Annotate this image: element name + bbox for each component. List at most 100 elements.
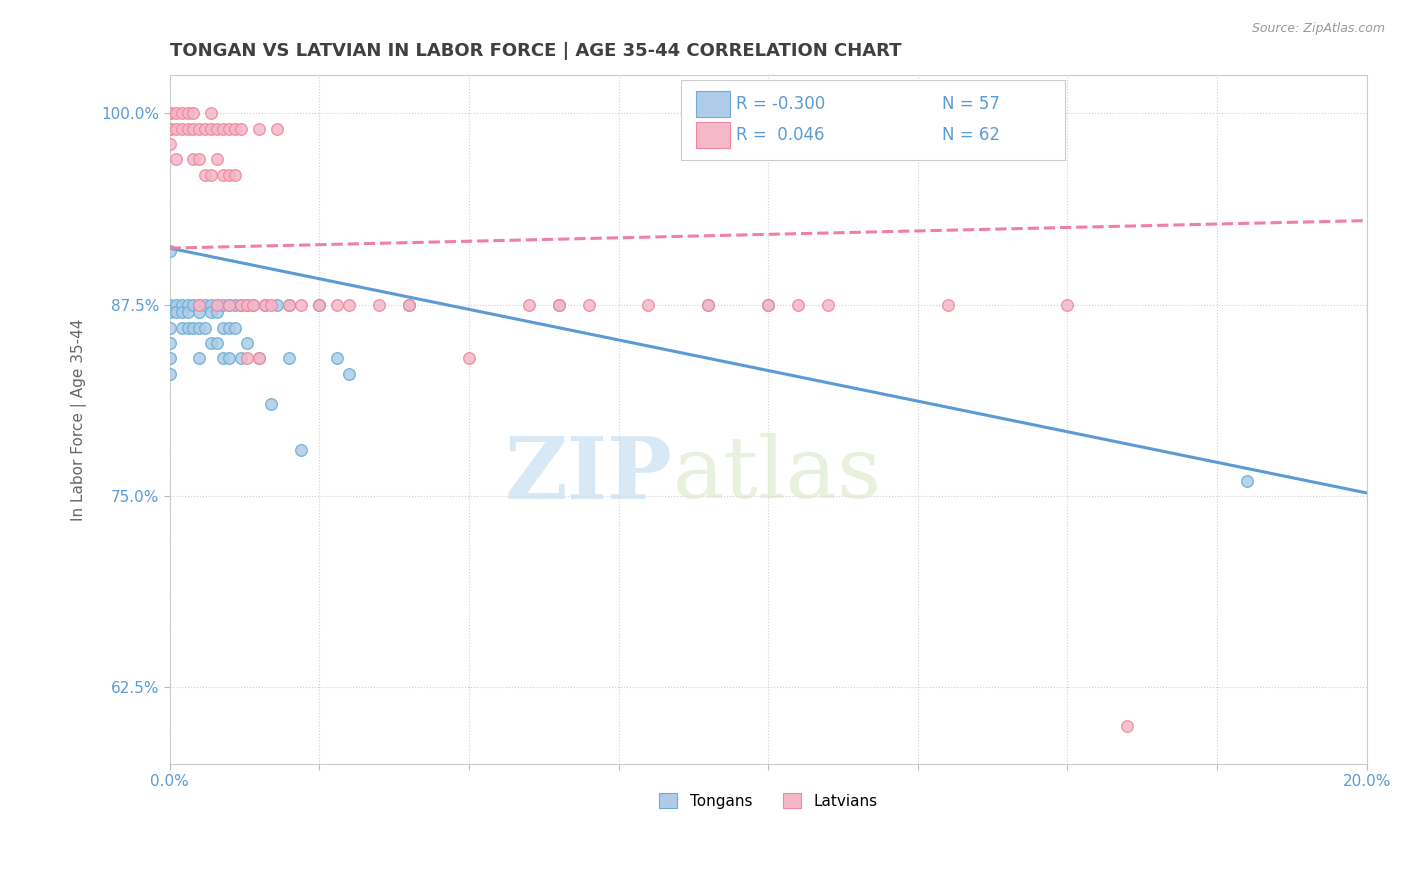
Point bbox=[637, 298, 659, 312]
Point bbox=[188, 305, 211, 319]
Point bbox=[218, 351, 240, 366]
Point bbox=[278, 298, 301, 312]
Point bbox=[231, 351, 253, 366]
Point bbox=[697, 298, 720, 312]
Point bbox=[578, 298, 600, 312]
Point bbox=[165, 153, 187, 167]
Point bbox=[231, 298, 253, 312]
Point bbox=[183, 153, 205, 167]
Point bbox=[247, 351, 270, 366]
Text: N = 62: N = 62 bbox=[942, 126, 1000, 145]
Point bbox=[936, 298, 959, 312]
Point bbox=[278, 351, 301, 366]
Point bbox=[188, 298, 211, 312]
Point bbox=[170, 106, 193, 120]
Point bbox=[218, 168, 240, 182]
Point bbox=[242, 298, 264, 312]
Text: Source: ZipAtlas.com: Source: ZipAtlas.com bbox=[1251, 22, 1385, 36]
Point bbox=[308, 298, 330, 312]
Point bbox=[170, 305, 193, 319]
Point bbox=[247, 351, 270, 366]
Point bbox=[188, 153, 211, 167]
Point bbox=[218, 298, 240, 312]
Point bbox=[326, 298, 349, 312]
Point bbox=[159, 244, 181, 259]
Point bbox=[159, 121, 181, 136]
Point bbox=[159, 106, 181, 120]
Point bbox=[200, 305, 222, 319]
Point bbox=[231, 121, 253, 136]
Text: atlas: atlas bbox=[672, 433, 882, 516]
FancyBboxPatch shape bbox=[681, 80, 1066, 160]
Point bbox=[212, 320, 235, 334]
Point bbox=[254, 298, 277, 312]
Point bbox=[212, 298, 235, 312]
Point bbox=[1056, 298, 1078, 312]
Point bbox=[194, 298, 217, 312]
Text: ZIP: ZIP bbox=[505, 433, 672, 516]
Point bbox=[165, 305, 187, 319]
Point bbox=[200, 298, 222, 312]
Point bbox=[200, 106, 222, 120]
Point bbox=[159, 121, 181, 136]
Point bbox=[176, 305, 198, 319]
Text: N = 57: N = 57 bbox=[942, 95, 1000, 113]
Point bbox=[231, 298, 253, 312]
Text: R = -0.300: R = -0.300 bbox=[735, 95, 825, 113]
Point bbox=[207, 121, 229, 136]
Point bbox=[242, 298, 264, 312]
Point bbox=[266, 298, 288, 312]
Point bbox=[457, 351, 479, 366]
Point bbox=[194, 168, 217, 182]
Point bbox=[159, 367, 181, 381]
Point bbox=[176, 121, 198, 136]
Point bbox=[212, 121, 235, 136]
Point bbox=[194, 121, 217, 136]
FancyBboxPatch shape bbox=[696, 122, 730, 148]
Point bbox=[207, 336, 229, 351]
Point bbox=[224, 320, 246, 334]
Point bbox=[212, 351, 235, 366]
Point bbox=[159, 137, 181, 152]
Point bbox=[290, 443, 312, 458]
Point bbox=[159, 320, 181, 334]
Point bbox=[218, 298, 240, 312]
Point bbox=[756, 298, 779, 312]
Point bbox=[308, 298, 330, 312]
Point bbox=[236, 351, 259, 366]
Point bbox=[278, 298, 301, 312]
Point bbox=[170, 298, 193, 312]
Point bbox=[337, 298, 360, 312]
Point bbox=[183, 320, 205, 334]
Point bbox=[547, 298, 569, 312]
FancyBboxPatch shape bbox=[696, 91, 730, 117]
Point bbox=[398, 298, 420, 312]
Point bbox=[254, 298, 277, 312]
Point bbox=[817, 298, 839, 312]
Text: TONGAN VS LATVIAN IN LABOR FORCE | AGE 35-44 CORRELATION CHART: TONGAN VS LATVIAN IN LABOR FORCE | AGE 3… bbox=[170, 42, 901, 60]
Point bbox=[368, 298, 391, 312]
Point bbox=[183, 298, 205, 312]
Point bbox=[176, 298, 198, 312]
Point bbox=[207, 153, 229, 167]
Point bbox=[212, 168, 235, 182]
Legend: Tongans, Latvians: Tongans, Latvians bbox=[652, 787, 883, 814]
Point bbox=[200, 336, 222, 351]
Point bbox=[337, 367, 360, 381]
Point bbox=[260, 397, 283, 411]
Text: R =  0.046: R = 0.046 bbox=[735, 126, 824, 145]
Point bbox=[1116, 718, 1139, 732]
Point bbox=[188, 351, 211, 366]
Point bbox=[787, 298, 810, 312]
Point bbox=[207, 298, 229, 312]
Point bbox=[207, 305, 229, 319]
Point bbox=[200, 168, 222, 182]
Point bbox=[247, 121, 270, 136]
Point bbox=[159, 305, 181, 319]
Point bbox=[159, 336, 181, 351]
Point bbox=[326, 351, 349, 366]
Point bbox=[194, 320, 217, 334]
Point bbox=[236, 336, 259, 351]
Y-axis label: In Labor Force | Age 35-44: In Labor Force | Age 35-44 bbox=[72, 318, 87, 521]
Point bbox=[165, 106, 187, 120]
